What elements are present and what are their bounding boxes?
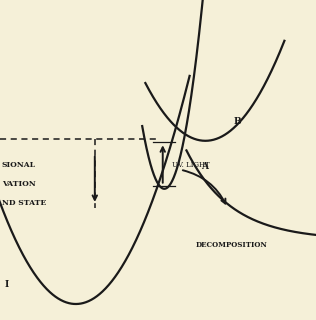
Text: B: B	[234, 117, 241, 126]
Text: UV. LIGHT: UV. LIGHT	[172, 161, 210, 169]
Text: ND STATE: ND STATE	[2, 199, 46, 207]
Text: I: I	[5, 280, 9, 289]
Text: A: A	[201, 162, 208, 171]
Text: SIONAL: SIONAL	[2, 161, 36, 169]
Text: DECOMPOSITION: DECOMPOSITION	[196, 241, 268, 249]
Text: VATION: VATION	[2, 180, 35, 188]
